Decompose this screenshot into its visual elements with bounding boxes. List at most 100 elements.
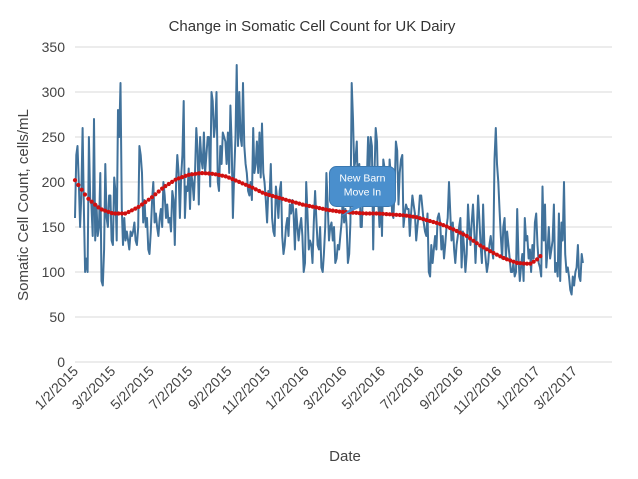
trend-dot [464,233,469,239]
trend-dot [397,212,402,218]
trend-dot [116,211,121,216]
trend-dot [96,205,101,210]
trend-dot [314,205,319,210]
y-axis-label: Somatic Cell Count, cells/mL [15,109,32,301]
y-tick-label: 200 [42,174,66,190]
trend-dot [297,201,302,206]
y-tick-label: 250 [42,129,66,145]
trend-dot [367,211,372,216]
trend-dot [123,211,128,216]
trend-dot [394,212,399,217]
trend-dot [210,171,215,176]
trend-dot [437,221,443,226]
trend-dot [501,255,506,261]
trend-dot [247,184,252,189]
trend-dot [528,261,533,266]
callout-box [328,166,396,207]
trend-dot [511,259,516,264]
trend-dot [471,238,476,243]
trend-dot [190,172,195,177]
trend-dot [103,208,108,213]
trend-dot [421,217,426,222]
trend-dot [474,241,479,246]
trend-dot [143,200,148,205]
trend-dot [170,179,175,184]
trend-dot [293,200,299,205]
trend-dot [106,209,111,214]
trend-dot [160,186,165,191]
trend-dot [139,202,145,207]
trend-dot [357,211,362,216]
trend-dot [444,224,449,229]
trend-dot [183,173,188,178]
trend-dot [411,214,416,219]
x-axis-label: Date [329,448,361,465]
trend-dot [310,204,315,209]
trend-dot [126,209,131,215]
trend-dot [531,259,536,264]
trendline [72,171,543,266]
chart-title: Change in Somatic Cell Count for UK Dair… [169,18,456,35]
trend-dot [377,211,382,216]
trend-dot [427,218,432,224]
trend-dot [263,192,268,197]
trend-dot [136,204,141,209]
trend-dot [76,182,81,188]
trend-dot [370,211,376,216]
trend-dot [478,243,483,248]
trend-dot [153,192,158,197]
trend-dot [454,228,459,234]
trend-dot [82,192,88,197]
trend-dot [535,257,540,262]
trend-dot [163,184,168,189]
y-tick-label: 150 [42,219,66,235]
trend-dot [340,209,345,214]
trend-dot [196,171,201,176]
trend-dot [277,195,282,200]
trend-dot [300,202,305,207]
trend-dot [89,199,94,204]
trend-dot [109,211,114,216]
trend-dot [133,206,138,211]
trend-dot [243,182,248,187]
trend-dot [384,212,389,217]
trend-dot [374,211,379,216]
trend-dot [434,220,439,225]
trend-dot [468,236,473,241]
trend-dot [387,212,392,217]
trend-dot [441,223,446,228]
trend-dot [149,195,155,200]
y-tick-label: 50 [49,309,65,325]
trend-dot [337,209,342,214]
trend-dot [166,181,171,187]
trend-dot [481,245,486,250]
trend-dot [488,249,493,254]
trend-dot [327,208,332,213]
trend-dot [237,179,242,184]
trend-dot [253,187,258,192]
trend-dot [156,189,161,194]
trend-dot [206,171,211,176]
trend-dot [360,211,366,216]
trend-dot [407,214,412,219]
trend-dot [491,250,496,256]
trend-dot [193,171,198,176]
trend-dot [401,213,406,218]
trend-dot [260,190,265,195]
trend-dot [146,197,151,202]
trend-dot [498,254,503,259]
trend-dot [494,252,499,257]
trend-dot [72,178,78,183]
trend-dot [380,211,386,216]
trend-dot [257,188,262,194]
trend-dot [186,172,191,177]
trend-dot [240,181,245,186]
trend-dot [521,261,526,266]
trend-dot [270,193,275,199]
trend-dot [280,196,285,201]
trend-dot [391,212,396,217]
trend-dot [233,178,238,183]
y-tick-label: 350 [42,39,66,55]
trend-dot [200,171,205,176]
trend-dot [303,203,309,208]
